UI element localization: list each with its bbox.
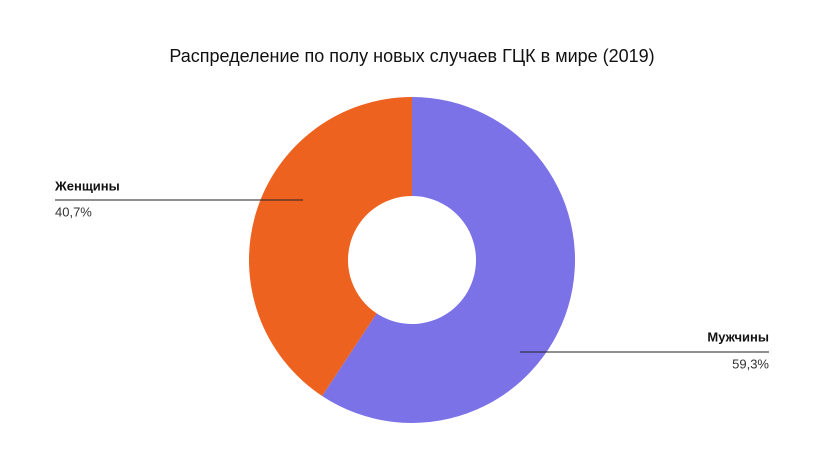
value-label: 40,7% [55, 204, 92, 219]
donut-slice [322, 97, 575, 423]
slice-label: Женщины [54, 178, 120, 193]
value-label: 59,3% [732, 356, 769, 371]
donut-slice [249, 97, 412, 396]
chart-title: Распределение по полу новых случаев ГЦК … [169, 46, 654, 66]
slice-label: Мужчины [707, 329, 769, 344]
